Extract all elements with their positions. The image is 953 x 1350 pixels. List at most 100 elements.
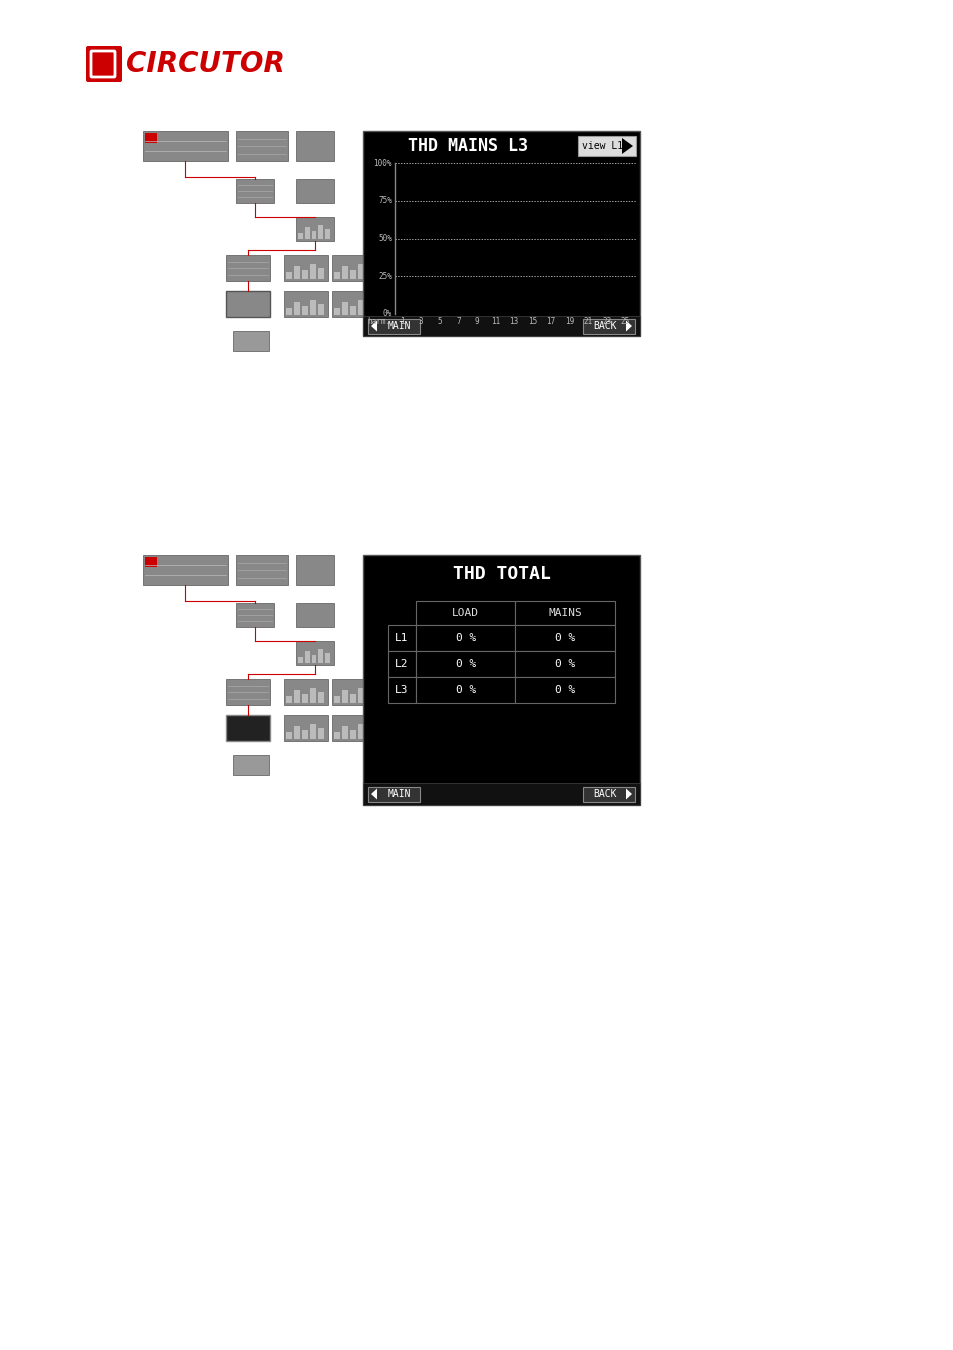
Text: 25: 25 <box>619 317 629 327</box>
FancyBboxPatch shape <box>357 263 363 279</box>
FancyBboxPatch shape <box>310 687 315 703</box>
FancyBboxPatch shape <box>357 300 363 315</box>
FancyBboxPatch shape <box>286 733 292 738</box>
FancyBboxPatch shape <box>515 676 615 703</box>
FancyBboxPatch shape <box>294 266 299 279</box>
FancyBboxPatch shape <box>368 787 419 802</box>
FancyBboxPatch shape <box>341 302 347 315</box>
Polygon shape <box>371 320 376 332</box>
Text: 5: 5 <box>437 317 441 327</box>
FancyBboxPatch shape <box>91 51 115 77</box>
FancyBboxPatch shape <box>96 57 110 72</box>
FancyBboxPatch shape <box>325 653 330 663</box>
Polygon shape <box>625 788 631 799</box>
FancyBboxPatch shape <box>304 227 309 239</box>
FancyBboxPatch shape <box>366 728 372 738</box>
FancyBboxPatch shape <box>341 726 347 738</box>
FancyBboxPatch shape <box>145 558 157 567</box>
FancyBboxPatch shape <box>350 730 355 738</box>
FancyBboxPatch shape <box>226 716 270 741</box>
FancyBboxPatch shape <box>350 694 355 703</box>
FancyBboxPatch shape <box>363 131 639 336</box>
FancyBboxPatch shape <box>286 273 292 279</box>
FancyBboxPatch shape <box>334 273 339 279</box>
Text: 50%: 50% <box>377 234 392 243</box>
FancyBboxPatch shape <box>226 255 270 281</box>
FancyBboxPatch shape <box>578 136 636 157</box>
FancyBboxPatch shape <box>368 319 419 333</box>
FancyBboxPatch shape <box>350 270 355 279</box>
Text: 100%: 100% <box>374 158 392 167</box>
FancyBboxPatch shape <box>416 676 515 703</box>
FancyBboxPatch shape <box>388 625 416 651</box>
Text: 23: 23 <box>601 317 611 327</box>
FancyBboxPatch shape <box>226 292 270 317</box>
FancyBboxPatch shape <box>317 728 323 738</box>
Text: LOAD: LOAD <box>452 608 478 618</box>
FancyBboxPatch shape <box>295 217 334 242</box>
Text: 0 %: 0 % <box>555 684 575 695</box>
FancyBboxPatch shape <box>515 625 615 651</box>
FancyBboxPatch shape <box>350 306 355 315</box>
Text: 7: 7 <box>456 317 460 327</box>
FancyBboxPatch shape <box>295 603 334 626</box>
FancyBboxPatch shape <box>304 651 309 663</box>
FancyBboxPatch shape <box>226 679 270 705</box>
FancyBboxPatch shape <box>317 269 323 279</box>
Polygon shape <box>621 138 633 154</box>
Text: MAIN: MAIN <box>387 321 411 331</box>
FancyBboxPatch shape <box>294 726 299 738</box>
FancyBboxPatch shape <box>295 641 334 666</box>
FancyBboxPatch shape <box>297 234 302 239</box>
Text: 0 %: 0 % <box>555 633 575 643</box>
FancyBboxPatch shape <box>312 655 316 663</box>
FancyBboxPatch shape <box>302 694 307 703</box>
FancyBboxPatch shape <box>284 292 328 317</box>
Text: 0 %: 0 % <box>456 684 476 695</box>
FancyBboxPatch shape <box>366 269 372 279</box>
Text: 0%: 0% <box>382 309 392 319</box>
FancyBboxPatch shape <box>295 180 334 202</box>
Text: L2: L2 <box>395 659 408 670</box>
FancyBboxPatch shape <box>284 716 328 741</box>
Text: harm.: harm. <box>367 317 390 327</box>
FancyBboxPatch shape <box>416 601 515 625</box>
FancyBboxPatch shape <box>325 230 330 239</box>
FancyBboxPatch shape <box>366 304 372 315</box>
FancyBboxPatch shape <box>295 555 334 585</box>
Text: 3: 3 <box>418 317 423 327</box>
FancyBboxPatch shape <box>235 555 288 585</box>
Text: 0 %: 0 % <box>456 659 476 670</box>
FancyBboxPatch shape <box>318 649 323 663</box>
Text: BACK: BACK <box>593 321 616 331</box>
FancyBboxPatch shape <box>357 724 363 738</box>
Text: 13: 13 <box>509 317 518 327</box>
FancyBboxPatch shape <box>284 255 328 281</box>
FancyBboxPatch shape <box>302 306 307 315</box>
Text: MAIN: MAIN <box>387 788 411 799</box>
FancyBboxPatch shape <box>334 308 339 315</box>
FancyBboxPatch shape <box>312 231 316 239</box>
FancyBboxPatch shape <box>295 131 334 161</box>
Polygon shape <box>625 320 631 332</box>
FancyBboxPatch shape <box>366 693 372 703</box>
Text: THD TOTAL: THD TOTAL <box>452 566 550 583</box>
Text: 17: 17 <box>546 317 555 327</box>
FancyBboxPatch shape <box>318 225 323 239</box>
Text: 11: 11 <box>490 317 499 327</box>
FancyBboxPatch shape <box>334 733 339 738</box>
FancyBboxPatch shape <box>302 270 307 279</box>
FancyBboxPatch shape <box>310 724 315 738</box>
Text: 19: 19 <box>564 317 574 327</box>
FancyBboxPatch shape <box>334 697 339 703</box>
FancyBboxPatch shape <box>416 625 515 651</box>
FancyBboxPatch shape <box>317 693 323 703</box>
Text: 25%: 25% <box>377 271 392 281</box>
Text: L1: L1 <box>395 633 408 643</box>
Text: BACK: BACK <box>593 788 616 799</box>
Text: view L1: view L1 <box>581 140 622 151</box>
FancyBboxPatch shape <box>286 697 292 703</box>
FancyBboxPatch shape <box>310 300 315 315</box>
FancyBboxPatch shape <box>332 255 375 281</box>
FancyBboxPatch shape <box>310 263 315 279</box>
